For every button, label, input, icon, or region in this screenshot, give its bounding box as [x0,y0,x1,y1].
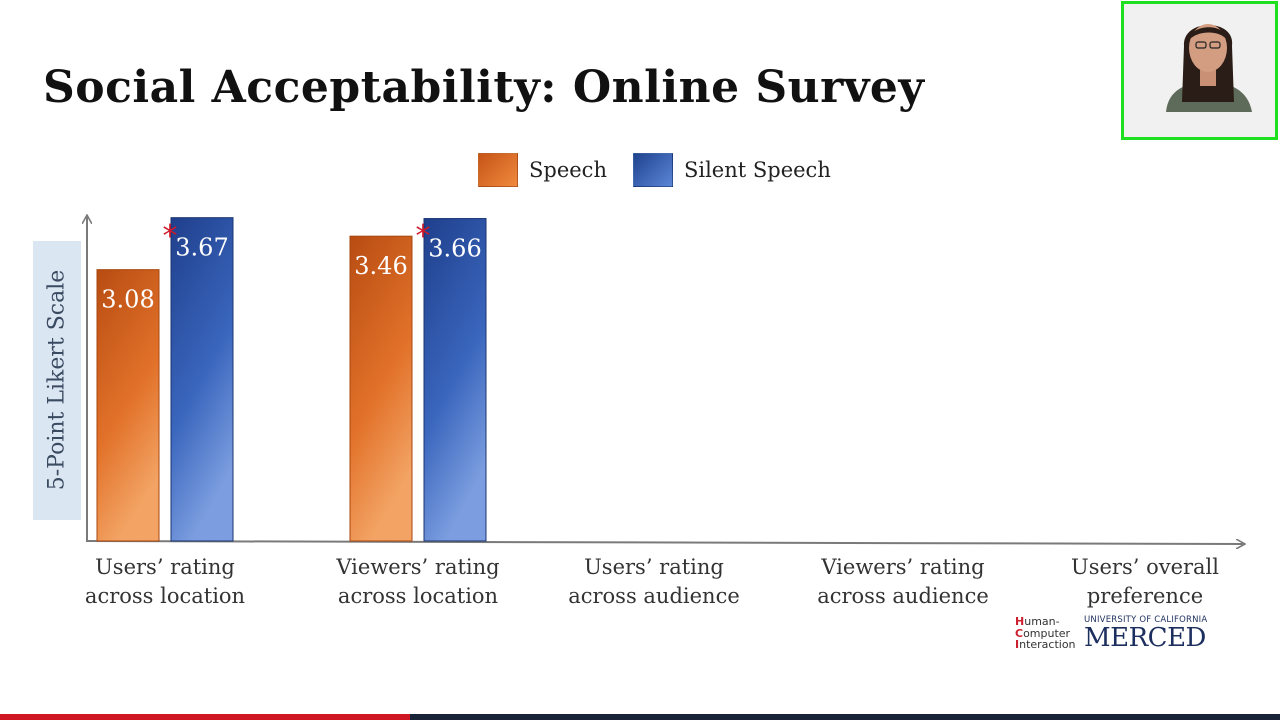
legend-label-silent-speech: Silent Speech [683,158,831,182]
bar-silent-speech-0 [170,217,234,542]
hci-logo: Human- Computer Interaction [1015,616,1076,651]
presenter-webcam [1121,1,1278,140]
bar-value-label-speech-0: 3.08 [101,286,154,314]
significance-marker-1: * [416,219,431,254]
chart-legend: Speech Silent Speech [478,152,857,188]
bar-value-labels: 3.08 3.67 3.46 3.66 [101,234,481,314]
x-tick-labels: Users’ rating across location Viewers’ rat… [85,555,1219,608]
bar-group [96,217,487,542]
bar-value-label-speech-1: 3.46 [354,252,407,280]
legend-swatch-speech [478,153,518,187]
bar-value-label-silent-speech-0: 3.67 [175,234,228,262]
video-progress-bar[interactable] [0,714,1280,720]
x-tick-label-0: Users’ rating across location [85,555,245,608]
bar-speech-0 [96,269,160,542]
merced-logo-text: MERCED [1084,623,1206,653]
bar-value-label-silent-speech-1: 3.66 [428,235,481,263]
uc-logo-line: UNIVERSITY OF CALIFORNIA [1084,615,1208,625]
x-tick-label-1: Viewers’ rating across location [335,555,499,608]
significance-marker-0: * [163,219,178,254]
hci-logo-line-3: Interaction [1015,638,1076,651]
x-tick-label-4: Users’ overall preference [1071,555,1219,608]
hci-logo-line-2: Computer [1015,626,1071,640]
legend-label-speech: Speech [529,158,607,182]
chart-axes [86,216,1244,544]
y-axis-label-background [33,241,81,520]
hci-logo-line-1: Human- [1015,615,1060,628]
uc-merced-logo: UNIVERSITY OF CALIFORNIA MERCED [1084,615,1207,651]
significance-markers: * * [163,219,431,254]
legend-swatch-silent-speech [632,153,673,187]
x-tick-label-3: Viewers’ rating across audience [817,555,989,608]
bar-speech-1 [349,235,413,542]
presenter-video-icon [1124,4,1275,137]
bar-chart: 3.083.673.463.66 * * Users’ rating across … [0,0,1280,608]
slide-title: Social Acceptability: Online Survey [43,62,925,113]
bar-silent-speech-1 [423,218,487,542]
legend-item-silent-speech: Silent Speech [632,153,831,187]
x-axis-line [85,541,1244,544]
x-tick-label-2: Users’ rating across audience [568,555,740,608]
legend-item-speech: Speech [478,153,607,187]
video-progress-fill [0,714,410,720]
